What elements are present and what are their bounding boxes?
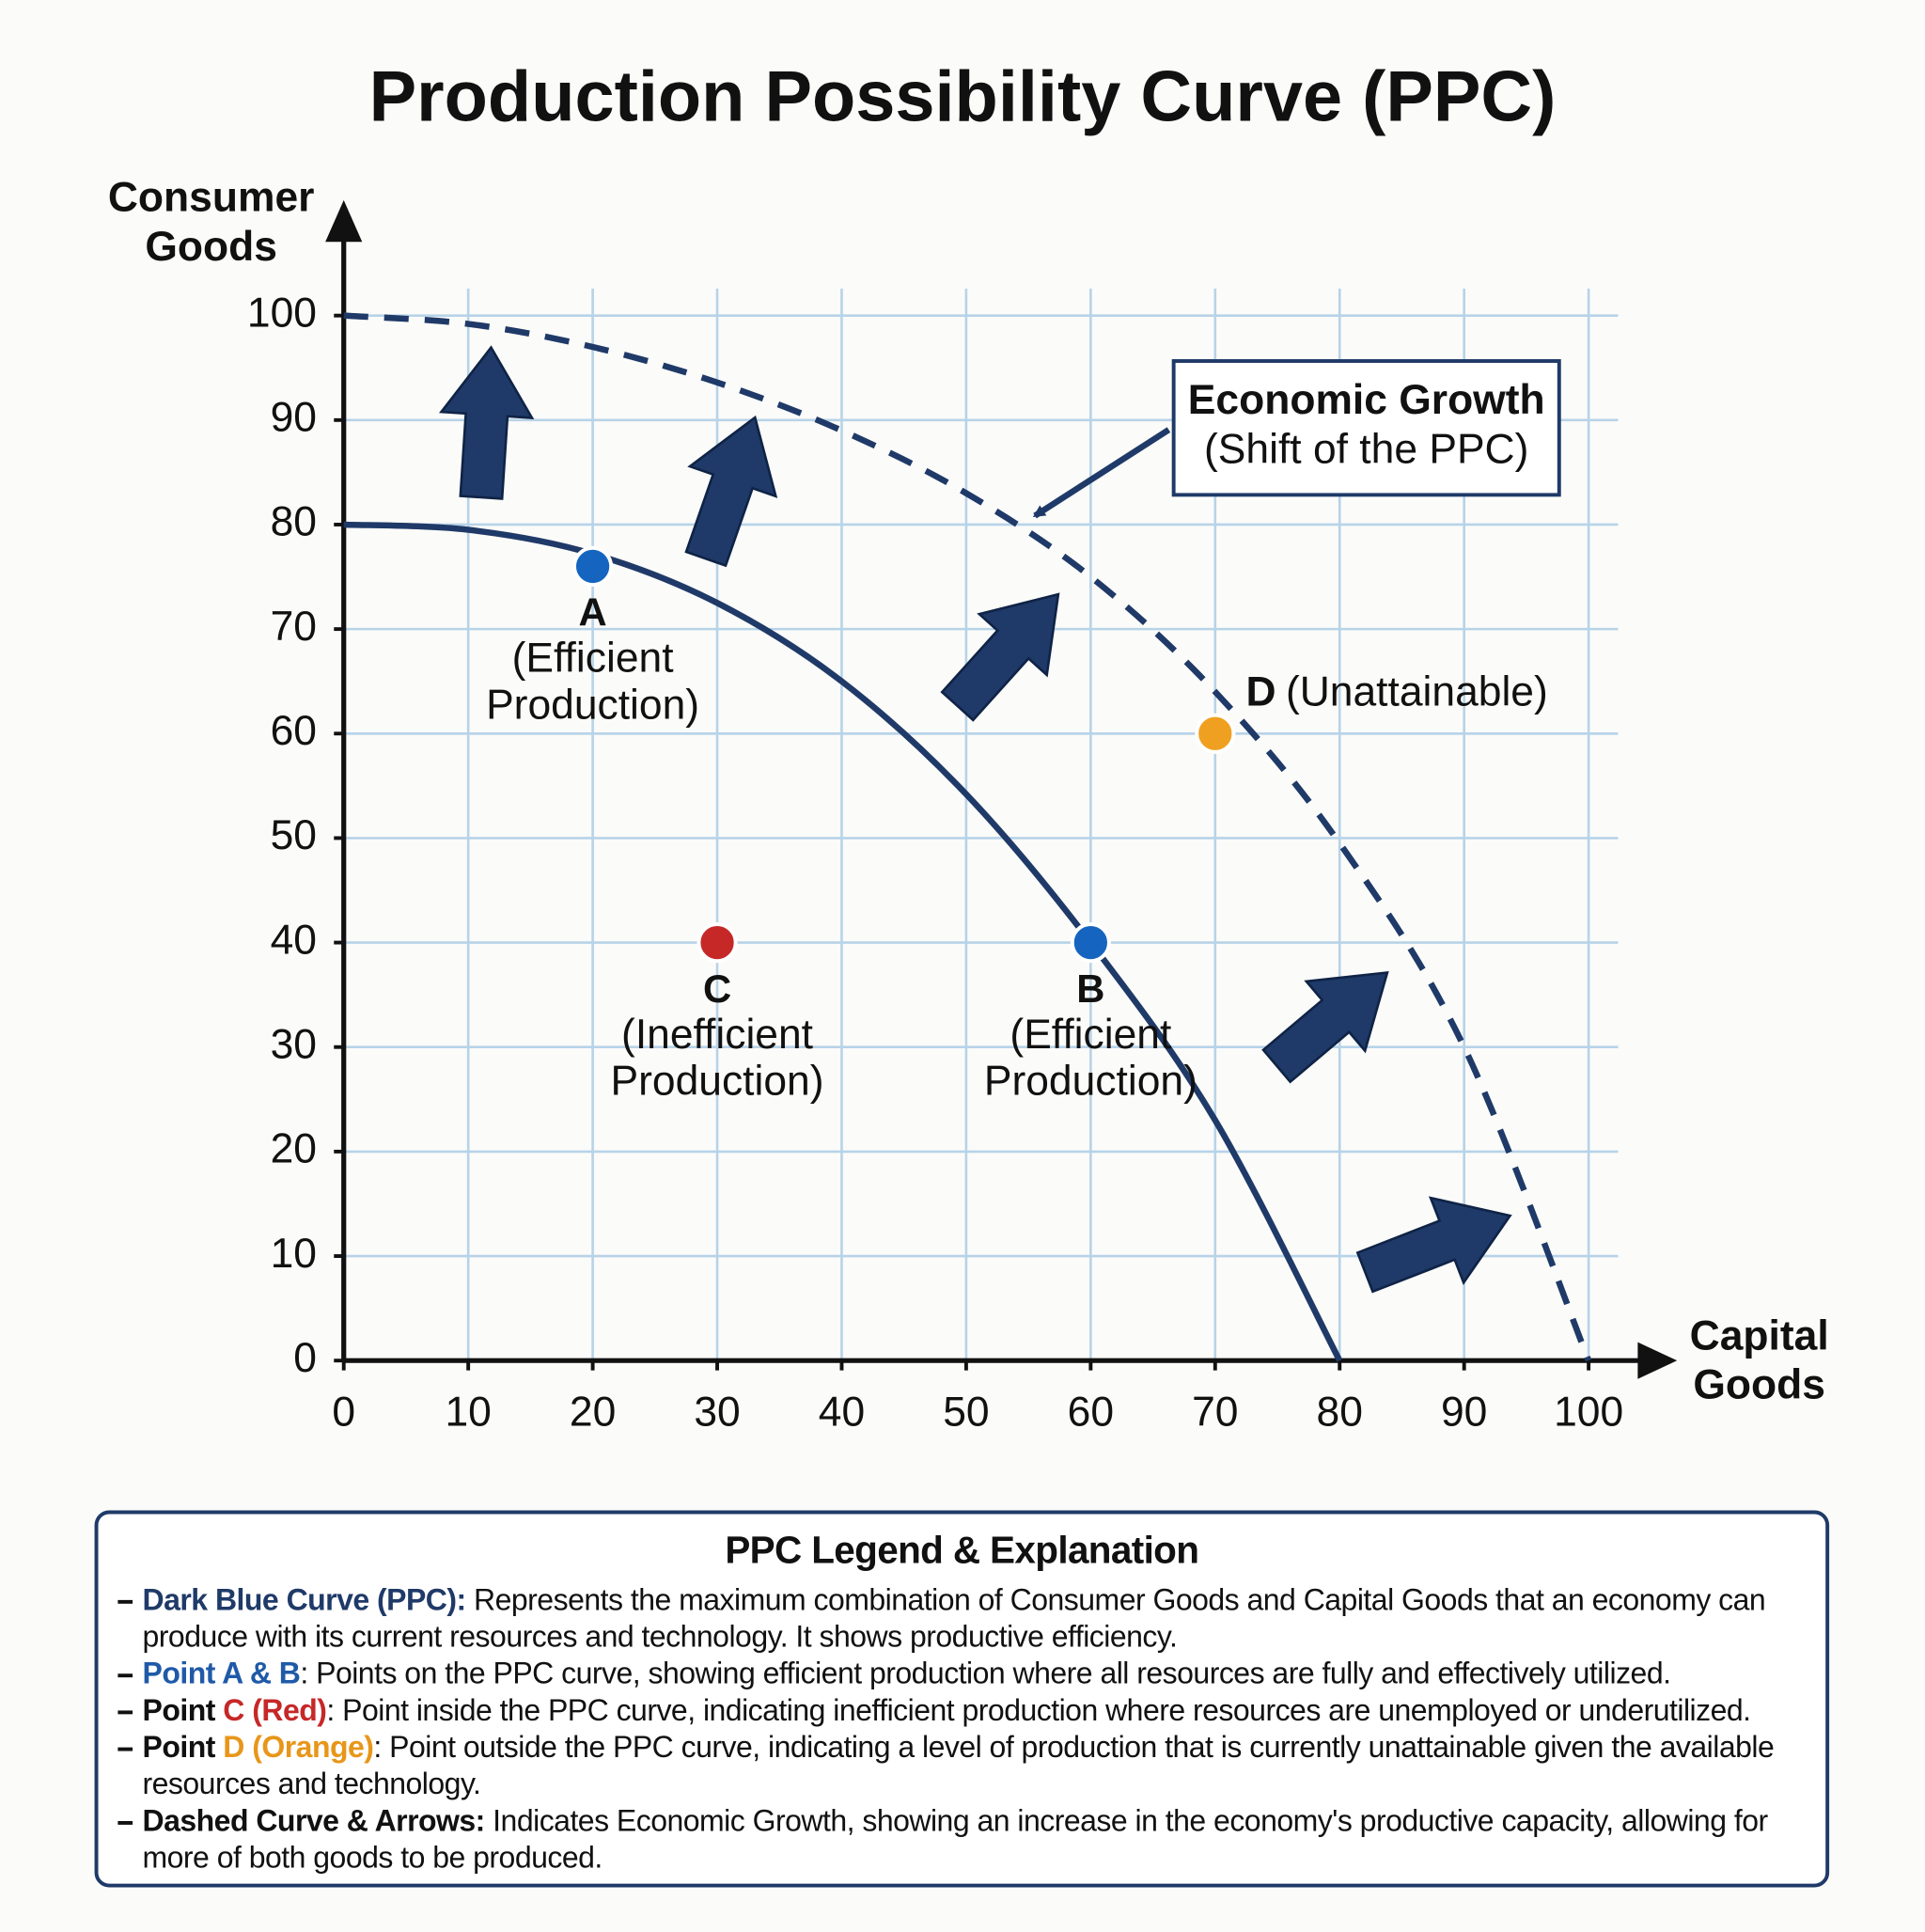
x-tick-label: 40 xyxy=(819,1389,865,1435)
point-label: (Efficient xyxy=(512,636,675,682)
x-axis-label: Capital xyxy=(1690,1312,1829,1359)
legend-term: D (Orange) xyxy=(223,1731,374,1765)
bullet xyxy=(117,1747,133,1751)
legend-title: PPC Legend & Explanation xyxy=(725,1529,1199,1572)
y-tick-label: 20 xyxy=(271,1126,317,1172)
x-axis-label: Goods xyxy=(1693,1362,1825,1408)
shifted-ppc-curve xyxy=(343,312,1592,1362)
annotation-box xyxy=(1171,359,1561,497)
y-tick-label: 40 xyxy=(271,917,317,963)
legend-text: : Points on the PPC curve, showing effic… xyxy=(300,1657,1671,1691)
annotation-subtitle: (Shift of the PPC) xyxy=(1204,426,1528,472)
legend-text: Represents the maximum combination of Co… xyxy=(142,1583,1766,1655)
growth-arrow xyxy=(1355,1196,1512,1294)
point-label: Production) xyxy=(486,682,699,728)
y-tick-label: 10 xyxy=(271,1231,317,1277)
chart-title: Production Possibility Curve (PPC) xyxy=(369,56,1557,136)
y-tick-label: 100 xyxy=(247,290,317,336)
point-label-text: (Unattainable) xyxy=(1286,668,1548,715)
bullet xyxy=(117,1820,133,1825)
growth-arrows xyxy=(438,345,1512,1294)
x-tick-label: 10 xyxy=(445,1389,491,1435)
x-tick-label: 100 xyxy=(1554,1389,1623,1435)
legend-term: Point xyxy=(142,1731,216,1765)
legend-text: : Point outside the PPC curve, indicatin… xyxy=(142,1731,1775,1802)
ppc-curve xyxy=(343,521,1343,1362)
legend-item: Dashed Curve & Arrows: Indicates Economi… xyxy=(116,1804,1808,1877)
point-name: C xyxy=(703,966,731,1011)
x-tick-label: 90 xyxy=(1441,1389,1487,1435)
x-axis-arrow xyxy=(1637,1342,1678,1379)
point xyxy=(1070,922,1111,964)
point xyxy=(572,545,614,587)
y-axis-label: Consumer xyxy=(108,175,315,221)
growth-arrow xyxy=(1261,970,1389,1084)
x-tick-label: 0 xyxy=(332,1389,355,1435)
y-tick-label: 60 xyxy=(271,708,317,754)
x-tick-label: 20 xyxy=(570,1389,616,1435)
y-tick-label: 70 xyxy=(271,604,317,650)
bullet xyxy=(117,1673,133,1678)
point-label: Production) xyxy=(984,1059,1197,1105)
x-tick-label: 70 xyxy=(1192,1389,1238,1435)
grid: 0 10 20 30 40 50 60 70 80 90 100 0 10 20 30 40 50 60 70 80 9… xyxy=(108,175,1829,1436)
y-tick-label: 50 xyxy=(271,812,317,858)
y-tick-label: 30 xyxy=(271,1021,317,1067)
bullet xyxy=(117,1710,133,1715)
y-axis-label: Goods xyxy=(145,224,277,270)
x-tick-label: 80 xyxy=(1317,1389,1363,1435)
legend-text: Indicates Economic Growth, showing an in… xyxy=(142,1805,1769,1876)
legend-item: Point A & B: Points on the PPC curve, sh… xyxy=(116,1657,1808,1693)
growth-arrow xyxy=(438,345,535,500)
point xyxy=(696,922,738,964)
point-label: D (Unattainable) xyxy=(1245,668,1547,715)
legend-term: Point A & B xyxy=(142,1657,301,1691)
point-label: Production) xyxy=(611,1059,824,1105)
x-tick-label: 60 xyxy=(1068,1389,1114,1435)
annotation-title: Economic Growth xyxy=(1188,377,1545,423)
y-tick-label: 0 xyxy=(293,1335,317,1381)
legend-term: Dashed Curve & Arrows: xyxy=(142,1805,486,1839)
legend-term: C (Red) xyxy=(223,1694,327,1728)
legend-text: : Point inside the PPC curve, indicating… xyxy=(326,1694,1751,1728)
legend-term: Point xyxy=(142,1694,216,1728)
point-name: B xyxy=(1076,966,1104,1011)
y-tick-label: 80 xyxy=(271,499,317,545)
legend-text xyxy=(215,1694,223,1727)
y-axis-arrow xyxy=(325,199,363,243)
point xyxy=(1195,713,1236,754)
plot: A(EfficientProduction)B(EfficientProduct… xyxy=(343,312,1592,1362)
point-name: A xyxy=(579,590,607,635)
legend-item: Point C (Red): Point inside the PPC curv… xyxy=(116,1693,1808,1730)
growth-arrow xyxy=(684,415,778,568)
point-label: (Inefficient xyxy=(621,1012,814,1058)
annotation-arrow xyxy=(1032,427,1171,519)
legend-item: Dark Blue Curve (PPC): Represents the ma… xyxy=(116,1583,1808,1657)
legend-text xyxy=(215,1732,223,1765)
legend-term: Dark Blue Curve (PPC): xyxy=(142,1583,467,1618)
x-tick-label: 50 xyxy=(943,1389,989,1435)
x-tick-label: 30 xyxy=(694,1389,740,1435)
legend-items: Dark Blue Curve (PPC): Represents the ma… xyxy=(116,1583,1808,1877)
y-tick-label: 90 xyxy=(271,395,317,441)
bullet xyxy=(117,1599,133,1604)
point-label: (Efficient xyxy=(1009,1012,1172,1058)
growth-arrow xyxy=(940,592,1060,722)
point-name: D xyxy=(1245,668,1276,715)
legend-item: Point D (Orange): Point outside the PPC … xyxy=(116,1730,1808,1803)
legend: PPC Legend & Explanation Dark Blue Curve… xyxy=(94,1510,1830,1888)
